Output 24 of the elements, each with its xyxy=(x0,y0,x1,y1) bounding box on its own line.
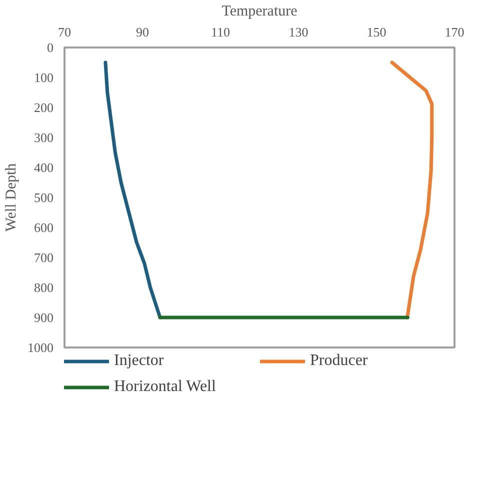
x-tick-label: 90 xyxy=(136,24,149,40)
y-tick-label: 900 xyxy=(34,310,54,325)
legend-label: Injector xyxy=(114,352,165,370)
y-axis-title: Well Depth xyxy=(4,162,20,232)
x-tick-label: 130 xyxy=(288,24,308,40)
line-series xyxy=(390,60,434,320)
line-series xyxy=(104,60,162,320)
legend-label: Producer xyxy=(310,352,369,370)
y-tick-label: 1000 xyxy=(28,340,54,355)
y-tick-label: 400 xyxy=(34,160,54,175)
x-tick-label: 170 xyxy=(444,24,464,40)
y-tick-label: 700 xyxy=(34,250,54,265)
legend-label: Horizontal Well xyxy=(114,378,217,396)
y-tick-label: 200 xyxy=(34,100,54,115)
y-tick-label: 600 xyxy=(34,220,54,235)
x-tick-label: 70 xyxy=(58,24,71,40)
x-tick-label: 150 xyxy=(366,24,386,40)
y-tick-label: 100 xyxy=(34,70,54,85)
y-tick-label: 800 xyxy=(34,280,54,295)
x-axis-title: Temperature xyxy=(222,4,298,20)
y-tick-label: 300 xyxy=(34,130,54,145)
y-tick-label: 0 xyxy=(47,40,54,55)
x-tick-label: 110 xyxy=(210,24,230,40)
y-tick-label: 500 xyxy=(34,190,54,205)
